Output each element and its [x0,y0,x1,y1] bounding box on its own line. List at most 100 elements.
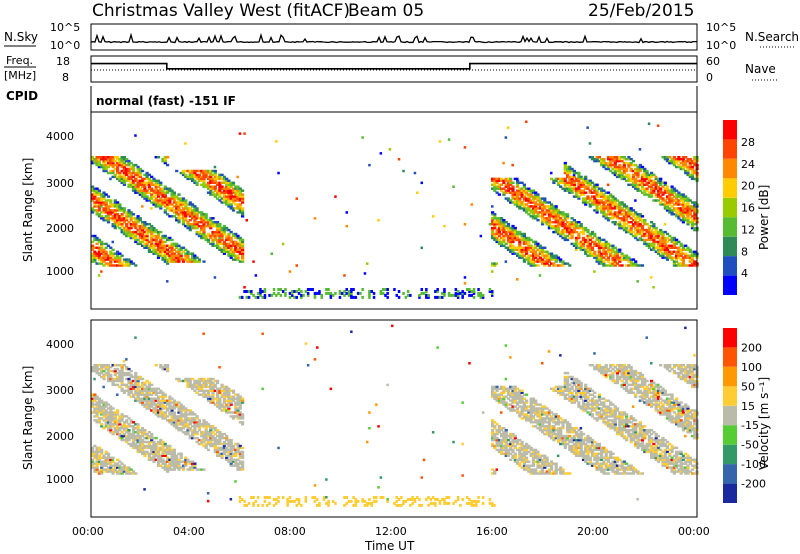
heatmap-cell [554,205,558,208]
heatmap-cell [100,413,104,416]
heatmap-cell [536,207,540,210]
heatmap-cell [509,199,513,202]
heatmap-cell [125,366,129,369]
heatmap-cell [693,213,697,216]
heatmap-cell [625,219,629,222]
heatmap-cell [568,264,572,267]
heatmap-cell [154,454,158,457]
heatmap-cell [163,417,167,420]
heatmap-cell [95,201,99,204]
heatmap-cell [134,171,138,175]
heatmap-cell [491,213,495,216]
heatmap-cell [652,244,656,247]
heatmap-cell [102,191,106,194]
heatmap-cell [679,161,683,165]
heatmap-cell [141,431,145,434]
heatmap-cell [118,432,122,436]
heatmap-cell [693,215,697,218]
heatmap-cell [640,177,645,181]
heatmap-cell [209,221,213,224]
heatmap-cell [688,258,692,261]
heatmap-cell [109,417,113,420]
heatmap-cell [595,201,599,204]
heatmap-cell [563,228,567,232]
heatmap-cell [681,165,685,169]
heatmap-cell [95,158,99,161]
heatmap-cell [634,217,638,220]
heatmap-cell [145,403,149,406]
heatmap-cell [120,215,124,218]
heatmap-cell [636,169,640,173]
heatmap-cell [563,219,567,222]
heatmap-cell [502,244,506,247]
heatmap-cell [602,163,606,167]
heatmap-cell [154,452,158,455]
heatmap-cell [593,250,597,253]
heatmap-cell [175,423,179,426]
heatmap-cell [136,395,140,398]
heatmap-cell [218,175,222,179]
heatmap-cell [545,219,549,222]
heatmap-cell [186,260,190,263]
heatmap-cell [206,183,211,186]
heatmap-cell [690,215,695,218]
heatmap-cell [675,207,679,210]
heatmap-cell [647,230,651,234]
heatmap-cell [104,167,108,171]
heatmap-cell [640,165,645,169]
heatmap-cell [531,207,536,210]
heatmap-cell [665,195,670,198]
heatmap-cell [131,393,136,396]
heatmap-cell [177,409,181,412]
heatmap-cell [141,244,145,247]
heatmap-cell [127,377,131,381]
heatmap-cell [227,187,231,190]
sparse-cell [254,274,258,277]
heatmap-cell [611,248,615,251]
heatmap-cell [186,425,190,428]
heatmap-cell [491,223,495,226]
heatmap-cell [679,158,683,161]
heatmap-cell [141,377,145,381]
heatmap-cell [577,185,581,188]
heatmap-cell [106,417,111,420]
heatmap-cell [166,366,170,369]
heatmap-cell [147,246,151,249]
heatmap-cell [161,391,165,394]
heatmap-cell [234,234,238,238]
heatmap-cell [143,187,147,190]
heatmap-cell [588,232,592,236]
heatmap-cell [125,371,129,375]
heatmap-cell [611,264,615,267]
heatmap-cell [665,252,670,255]
heatmap-cell [659,197,663,200]
heatmap-cell [122,232,126,236]
heatmap-cell [661,197,665,200]
heatmap-cell [154,187,158,190]
heatmap-cell [147,179,151,182]
heatmap-cell [104,165,108,169]
heatmap-cell [516,205,520,208]
heatmap-cell [656,199,661,202]
heatmap-cell [516,234,520,238]
heatmap-cell [693,177,697,181]
heatmap-cell [191,226,195,230]
heatmap-cell [175,201,179,204]
heatmap-cell [522,195,526,198]
heatmap-cell [597,254,601,257]
heatmap-cell [188,385,192,389]
heatmap-cell [693,159,697,163]
heatmap-cell [204,434,208,438]
heatmap-cell [586,250,590,253]
heatmap-cell [216,175,220,179]
heatmap-cell [579,224,583,228]
heatmap-cell [102,464,106,467]
heatmap-cell [102,211,106,214]
heatmap-cell [209,397,213,400]
heatmap-cell [525,250,529,253]
heatmap-cell [113,173,117,177]
heatmap-cell [613,165,617,169]
heatmap-cell [106,462,111,465]
heatmap-cell [586,234,590,238]
heatmap-cell [170,209,174,212]
